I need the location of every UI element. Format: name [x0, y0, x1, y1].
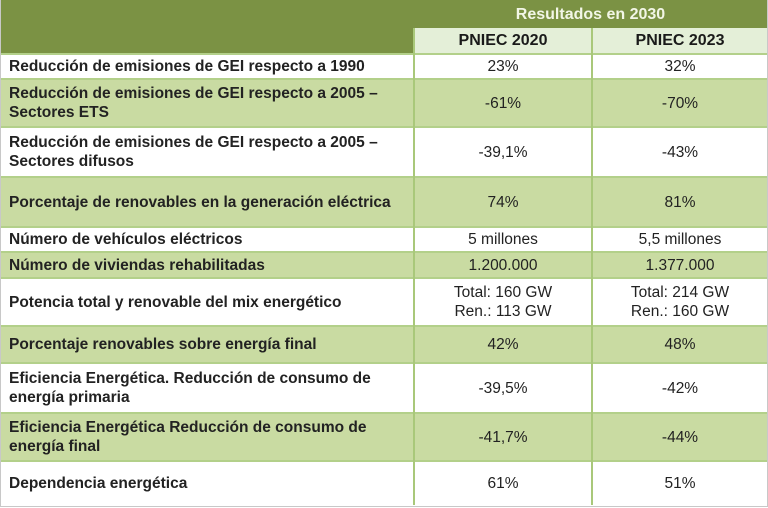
value-pniec-2023: 51% — [591, 460, 767, 505]
table-row: Reducción de emisiones de GEI respecto a… — [1, 53, 767, 79]
row-label: Reducción de emisiones de GEI respecto a… — [1, 78, 414, 127]
value-pniec-2020: 61% — [413, 460, 592, 505]
table-row: Dependencia energética 61% 51% — [1, 460, 767, 505]
value-pniec-2020: -41,7% — [413, 412, 592, 461]
row-label: Número de viviendas rehabilitadas — [1, 251, 414, 278]
value-pniec-2023: 81% — [591, 176, 767, 227]
table-row: Potencia total y renovable del mix energ… — [1, 277, 767, 326]
value-total: Total: 160 GW — [453, 284, 553, 301]
row-label: Reducción de emisiones de GEI respecto a… — [1, 126, 414, 177]
table-row: Número de vehículos eléctricos 5 millone… — [1, 226, 767, 252]
value-pniec-2020: 23% — [413, 53, 592, 79]
value-pniec-2020: 5 millones — [413, 226, 592, 252]
header-blank-cell — [1, 0, 414, 28]
value-pniec-2020: 42% — [413, 325, 592, 363]
value-pniec-2020: 74% — [413, 176, 592, 227]
value-pniec-2020: -61% — [413, 78, 592, 127]
table-row: Porcentaje de renovables en la generació… — [1, 176, 767, 227]
table-row: Número de viviendas rehabilitadas 1.200.… — [1, 251, 767, 278]
value-pniec-2023: -42% — [591, 362, 767, 413]
value-renewable: Ren.: 113 GW — [454, 303, 552, 320]
row-label: Porcentaje de renovables en la generació… — [1, 176, 414, 227]
row-label: Eficiencia Energética. Reducción de cons… — [1, 362, 414, 413]
row-label: Porcentaje renovables sobre energía fina… — [1, 325, 414, 363]
value-renewable: Ren.: 160 GW — [630, 303, 730, 320]
value-pniec-2023: -70% — [591, 78, 767, 127]
row-label: Número de vehículos eléctricos — [1, 226, 414, 252]
table-row: Reducción de emisiones de GEI respecto a… — [1, 78, 767, 127]
table-row: Porcentaje renovables sobre energía fina… — [1, 325, 767, 363]
value-pniec-2020: -39,5% — [413, 362, 592, 413]
column-header-pniec-2023: PNIEC 2023 — [591, 28, 767, 54]
table-title-row: Resultados en 2030 — [1, 0, 767, 28]
column-header-row: PNIEC 2020 PNIEC 2023 — [1, 28, 767, 54]
table-row: Eficiencia Energética Reducción de consu… — [1, 412, 767, 461]
value-pniec-2023: 32% — [591, 53, 767, 79]
value-pniec-2020: -39,1% — [413, 126, 592, 177]
value-total: Total: 214 GW — [630, 284, 730, 301]
value-pniec-2020: Total: 160 GW Ren.: 113 GW — [413, 277, 592, 326]
row-label: Reducción de emisiones de GEI respecto a… — [1, 53, 414, 79]
row-label: Potencia total y renovable del mix energ… — [1, 277, 414, 326]
value-pniec-2023: Total: 214 GW Ren.: 160 GW — [591, 277, 767, 326]
header-blank-cell — [1, 28, 414, 54]
value-pniec-2023: -44% — [591, 412, 767, 461]
table-row: Reducción de emisiones de GEI respecto a… — [1, 126, 767, 177]
value-pniec-2023: -43% — [591, 126, 767, 177]
value-pniec-2023: 1.377.000 — [591, 251, 767, 278]
table-row: Eficiencia Energética. Reducción de cons… — [1, 362, 767, 413]
group-title: Resultados en 2030 — [414, 0, 767, 28]
row-label: Dependencia energética — [1, 460, 414, 505]
value-pniec-2023: 5,5 millones — [591, 226, 767, 252]
column-header-pniec-2020: PNIEC 2020 — [413, 28, 592, 54]
row-label: Eficiencia Energética Reducción de consu… — [1, 412, 414, 461]
value-pniec-2023: 48% — [591, 325, 767, 363]
value-pniec-2020: 1.200.000 — [413, 251, 592, 278]
